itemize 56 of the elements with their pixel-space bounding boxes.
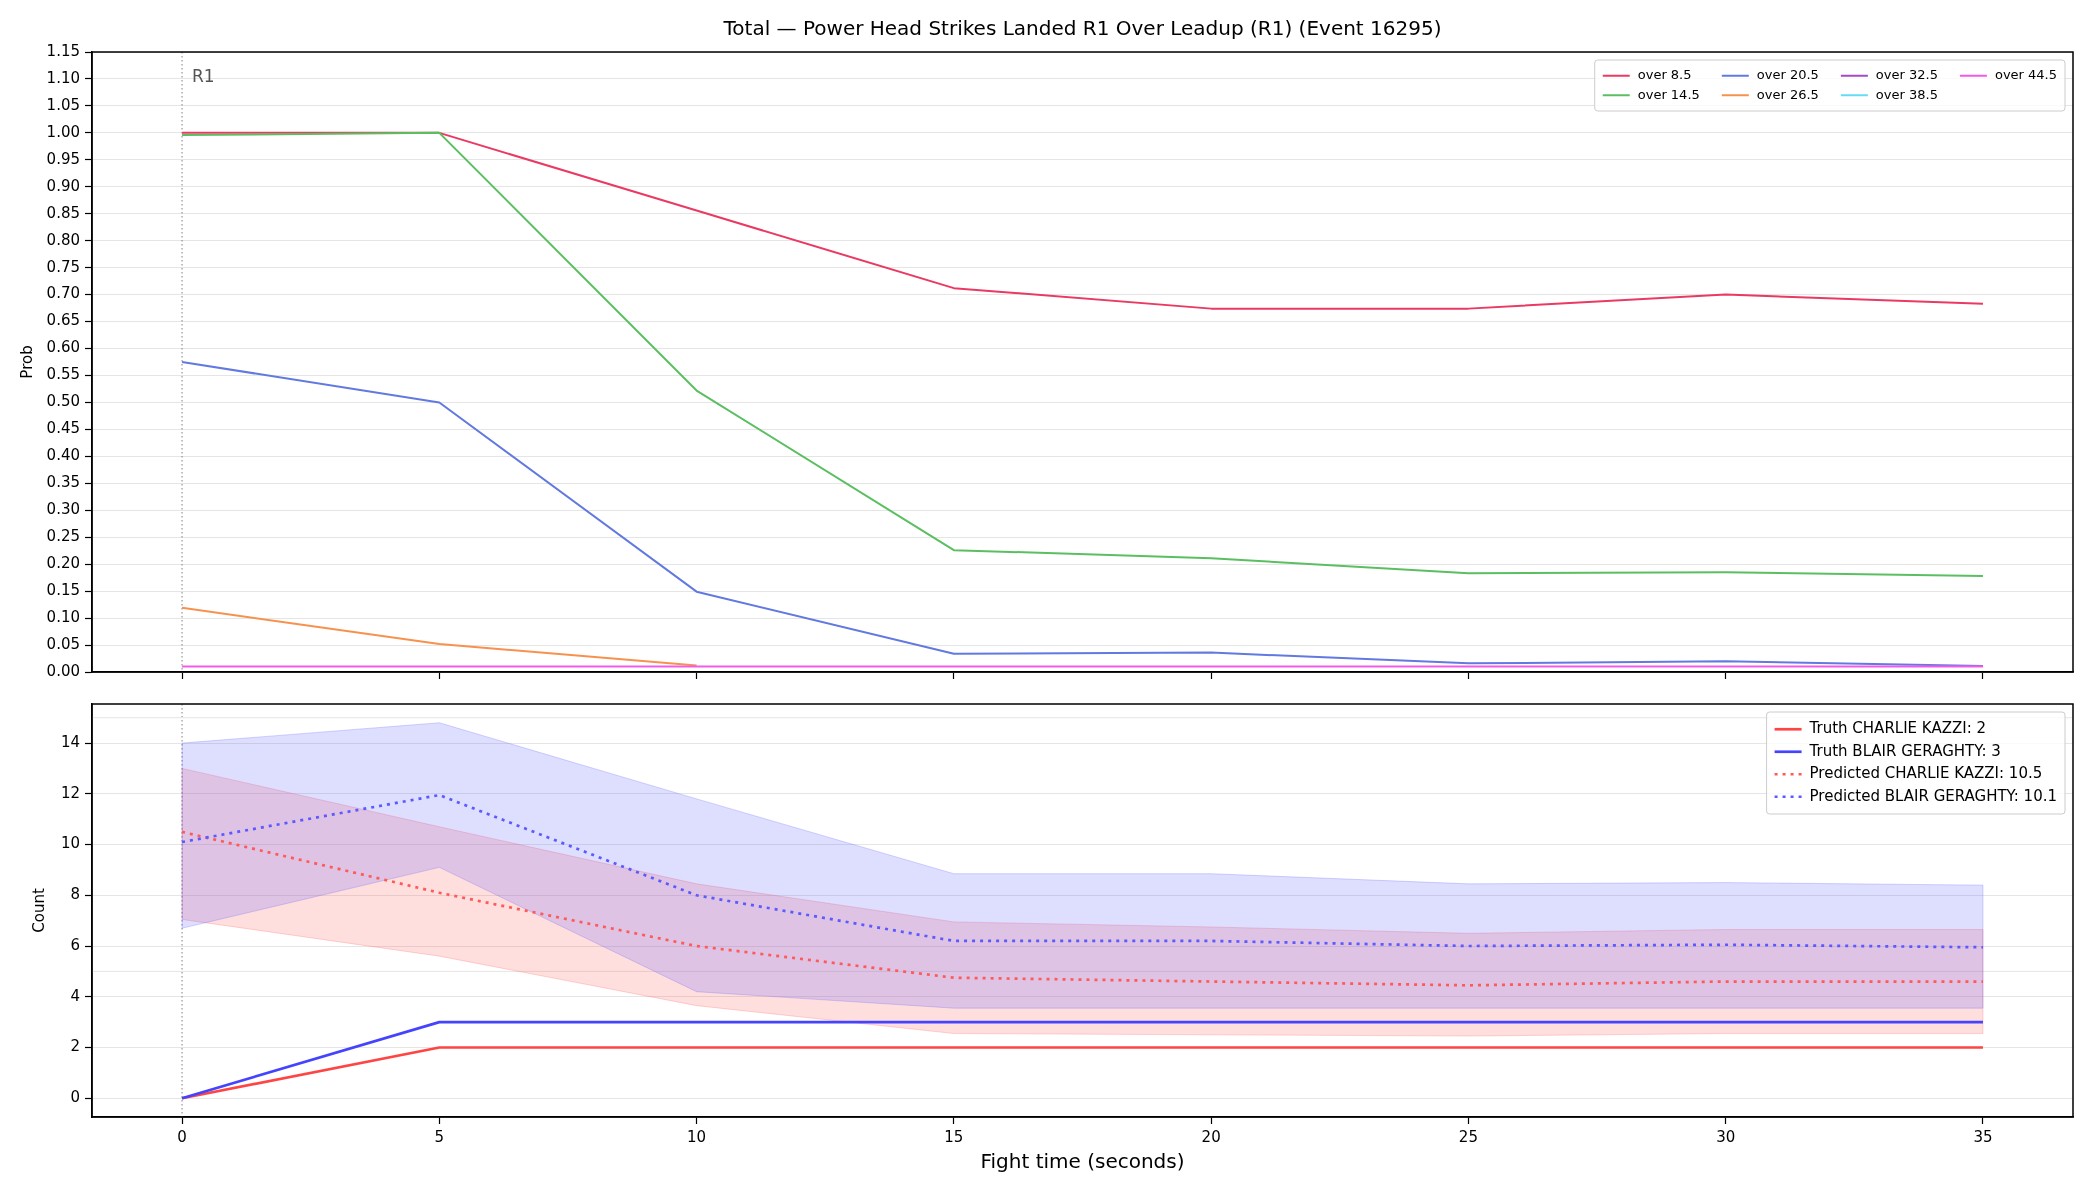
y-tick-label: 0.70	[46, 284, 80, 303]
y-tick-label: 0.65	[46, 311, 80, 330]
y-tick-label: 0	[70, 1088, 80, 1107]
ref-line-label: R1	[192, 66, 215, 87]
y-tick-label: 0.00	[46, 661, 80, 680]
x-tick-label: 15	[944, 1127, 964, 1146]
x-tick-label: 0	[177, 1127, 187, 1146]
legend-label: over 8.5	[1637, 67, 1692, 83]
y-tick-label: 1.00	[46, 122, 80, 141]
y-tick-label: 6	[70, 935, 80, 954]
y-tick-label: 0.35	[46, 473, 80, 492]
legend-label: Predicted BLAIR GERAGHTY: 10.1	[1809, 786, 2057, 805]
x-tick-label: 30	[1716, 1127, 1736, 1146]
legend-label: over 38.5	[1875, 86, 1938, 102]
y-tick-label: 10	[60, 834, 80, 853]
x-tick-label: 20	[1201, 1127, 1221, 1146]
y-tick-label: 1.05	[46, 95, 80, 114]
y-tick-label: 0.10	[46, 607, 80, 626]
y-tick-label: 0.45	[46, 419, 80, 438]
y-tick-label: 0.25	[46, 527, 80, 546]
y-tick-label: 0.80	[46, 230, 80, 249]
y-tick-label: 12	[60, 783, 80, 802]
y-tick-label: 0.05	[46, 634, 80, 653]
y-tick-label: 2	[70, 1037, 80, 1056]
x-tick-label: 5	[434, 1127, 445, 1146]
y-tick-label: 0.40	[46, 446, 80, 465]
y-tick-label: 8	[70, 885, 80, 904]
y-tick-label: 0.85	[46, 203, 80, 222]
legend-label: Truth BLAIR GERAGHTY: 3	[1808, 741, 2001, 760]
x-tick-label: 35	[1973, 1127, 1993, 1146]
y-tick-label: 0.20	[46, 554, 80, 573]
y-tick-label: 1.10	[46, 68, 80, 87]
x-tick-label: 10	[687, 1127, 707, 1146]
legend-label: over 14.5	[1637, 86, 1700, 102]
x-tick-label: 25	[1458, 1127, 1478, 1146]
y-axis-title: Count	[29, 888, 48, 933]
y-tick-label: 0.55	[46, 365, 80, 384]
y-tick-label: 14	[60, 732, 80, 751]
legend-label: Predicted CHARLIE KAZZI: 10.5	[1809, 764, 2043, 783]
y-tick-label: 0.75	[46, 257, 80, 276]
legend-label: Truth CHARLIE KAZZI: 2	[1808, 719, 1987, 738]
y-tick-label: 0.30	[46, 500, 80, 519]
y-tick-label: 1.15	[46, 41, 80, 60]
y-axis-title: Prob	[17, 345, 36, 379]
y-tick-label: 0.95	[46, 149, 80, 168]
y-tick-label: 0.50	[46, 392, 80, 411]
legend-label: over 20.5	[1756, 67, 1819, 83]
chart-title: Total — Power Head Strikes Landed R1 Over Leadup (R1) (Event 16295)	[722, 16, 1442, 41]
x-axis-title: Fight time (seconds)	[980, 1149, 1185, 1174]
legend-label: over 32.5	[1875, 67, 1938, 83]
legend-label: over 44.5	[1994, 67, 2058, 83]
y-tick-label: 0.90	[46, 176, 80, 195]
y-tick-label: 0.60	[46, 338, 80, 357]
y-tick-label: 0.15	[46, 581, 80, 600]
y-tick-label: 4	[70, 986, 80, 1005]
legend-label: over 26.5	[1756, 86, 1819, 102]
